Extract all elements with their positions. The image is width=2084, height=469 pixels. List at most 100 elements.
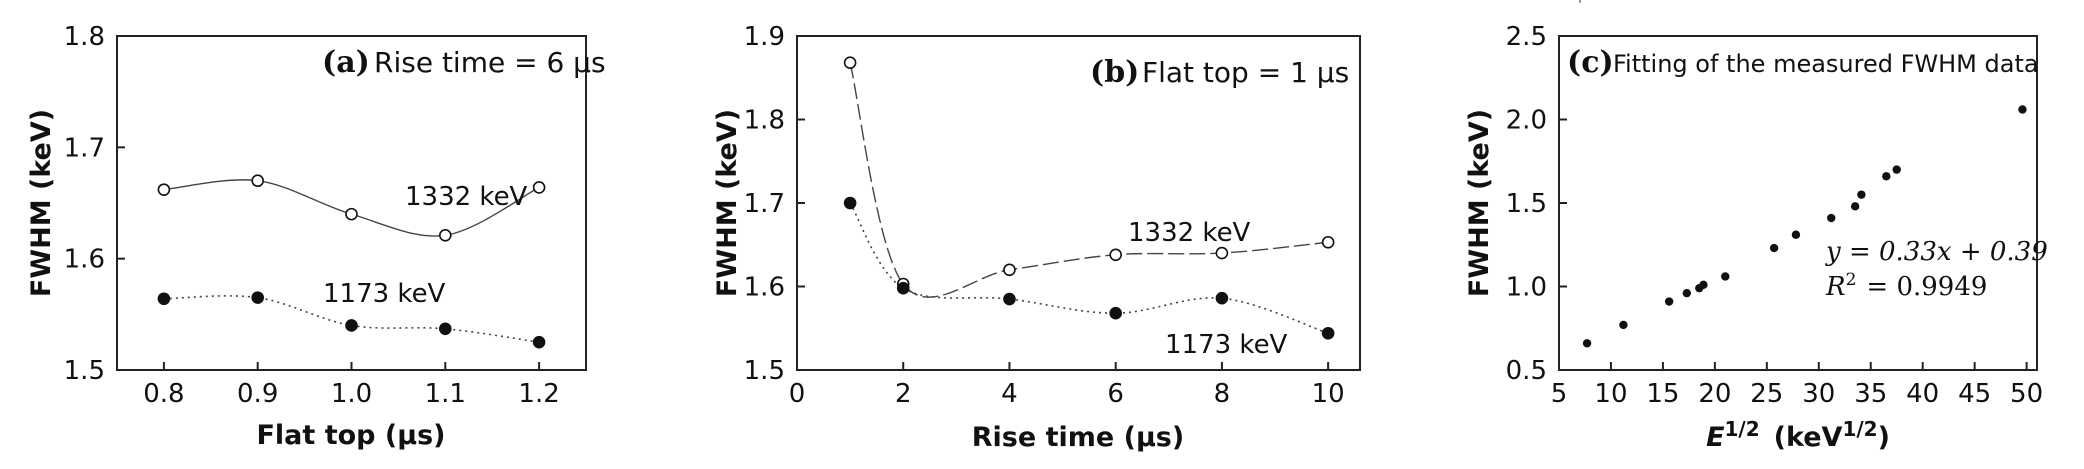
- panel-a-series-1-point: [157, 292, 171, 306]
- panel-b-flat-top-1us: 0 2 4 6 8 10 1.5 1.6 1.7 1.8 1.9 (b) Flat top = 1 …: [712, 22, 1361, 453]
- panel-a-x-tick-label: 0.8: [143, 379, 184, 409]
- panel-b-y-tick-label: 1.6: [744, 273, 785, 303]
- panel-b-ticks: 0 2 4 6 8 10 1.5 1.6 1.7 1.8 1.9: [744, 22, 1345, 409]
- panel-c-x-tick-label: 45: [1958, 379, 1991, 409]
- panel-a-x-tick-label: 1.2: [518, 379, 559, 409]
- panel-c-x-tick-label: 35: [1854, 379, 1887, 409]
- panel-c-data-point: [1619, 320, 1628, 330]
- panel-b-x-tick-label: 10: [1312, 379, 1345, 409]
- panel-c-data-point: [1850, 202, 1860, 211]
- panel-b-series-0-point: [1003, 263, 1016, 277]
- panel-c-data-point: [1882, 172, 1891, 181]
- panel-a-x-axis-title: Flat top (µs): [256, 420, 445, 451]
- panel-b-letter: (b): [1090, 55, 1139, 90]
- panel-b-y-axis-title: FWHM (keV): [712, 109, 743, 297]
- panel-c-x-tick-label: 10: [1594, 379, 1627, 409]
- panel-a-series: [157, 174, 546, 349]
- panel-c-data-point: [2018, 105, 2027, 114]
- panel-c-y-tick-label: 1.5: [1506, 189, 1547, 219]
- panel-b-series-1-point: [1321, 326, 1335, 340]
- panel-c-x-axis-unit: (keV: [1774, 422, 1843, 453]
- panel-c-fit-line: [1579, 0, 1581, 3]
- panel-c-y-tick-label: 1.0: [1506, 273, 1547, 303]
- panel-b-series-line-0: [849, 62, 1329, 298]
- panel-b-y-tick-label: 1.5: [744, 356, 785, 386]
- panel-c-y-tick-label: 0.5: [1506, 356, 1547, 386]
- panel-c-data-point: [1582, 339, 1592, 348]
- panel-a-series-1-point: [345, 319, 358, 332]
- panel-b-y-tick-label: 1.9: [744, 22, 785, 52]
- panel-a-label-1173: 1173 keV: [323, 279, 446, 309]
- panel-a-x-tick-label: 0.9: [237, 379, 278, 409]
- panel-c-letter: (c): [1567, 45, 1614, 80]
- panel-c-x-tick-label: 40: [1906, 379, 1939, 409]
- panel-a-y-tick-label: 1.8: [64, 22, 105, 52]
- panel-c-x-tick-label: 5: [1551, 379, 1568, 409]
- panel-c-data-point: [1827, 213, 1836, 223]
- panel-a-title: Rise time = 6 µs: [374, 46, 606, 79]
- panel-a-series-1-point: [251, 291, 265, 304]
- panel-a-y-tick-label: 1.7: [64, 133, 105, 163]
- panel-c-x-axis-title: E1/2 (keV1/2): [1706, 417, 1890, 453]
- panel-b-series-1-point: [843, 196, 857, 210]
- panel-c-x-axis-main: E: [1706, 422, 1725, 453]
- panel-b-series-line-1: [849, 202, 1329, 335]
- panel-c-x-tick-label: 15: [1646, 379, 1679, 409]
- panel-b-x-axis-title: Rise time (µs): [972, 422, 1184, 453]
- panel-c-data-point: [1682, 288, 1692, 298]
- panel-b-series: [843, 56, 1335, 340]
- panel-c-data-point: [1699, 280, 1708, 290]
- panel-c-data-point: [1769, 243, 1779, 253]
- panel-b-x-tick-label: 4: [1001, 379, 1018, 409]
- panel-c-y-tick-label: 2.5: [1506, 22, 1547, 52]
- panel-c-x-axis-unit-sup: 1/2: [1842, 417, 1877, 441]
- panel-b-series-0-point: [843, 56, 857, 70]
- panel-b-series-0-point: [1109, 248, 1122, 262]
- panel-a-ticks: 0.8 0.9 1.0 1.1 1.2 1.5 1.6 1.7 1.8: [64, 22, 560, 409]
- panel-a-label-1332: 1332 keV: [405, 182, 528, 212]
- panel-a-series-1-point: [438, 322, 452, 336]
- panel-c-title: Fitting of the measured FWHM data: [1613, 50, 2039, 78]
- panel-b-y-tick-label: 1.8: [744, 106, 785, 136]
- panel-b-series-1-point: [1215, 291, 1229, 305]
- panel-c-data-point: [1857, 190, 1866, 199]
- panel-b-y-tick-label: 1.7: [744, 189, 785, 219]
- panel-c-plot-frame: [1558, 35, 2038, 371]
- panel-b-x-tick-label: 6: [1107, 379, 1124, 409]
- panel-c-x-tick-label: 30: [1802, 379, 1835, 409]
- panel-c-y-tick-label: 2.0: [1506, 106, 1547, 136]
- panel-c-ticks: 5 10 15 20 25 30 35 40 45 50 0.5 1.0 1.5 2.0 2.5: [1506, 22, 2044, 409]
- panel-b-x-tick-label: 8: [1214, 379, 1231, 409]
- panel-c-x-axis-close: ): [1878, 422, 1890, 453]
- panel-a-series-0-point: [438, 228, 452, 242]
- panel-c-x-tick-label: 50: [2010, 379, 2043, 409]
- panel-b-label-1173: 1173 keV: [1165, 330, 1288, 360]
- panel-c-r2: R2 = 0.9949: [1825, 270, 1987, 302]
- panel-b-series-1-point: [1003, 292, 1016, 306]
- panel-a-series-0-point: [345, 207, 358, 221]
- panel-a-y-axis-title: FWHM (keV): [26, 109, 57, 297]
- panel-b-label-1332: 1332 keV: [1128, 218, 1251, 248]
- panel-c-x-tick-label: 20: [1698, 379, 1731, 409]
- panel-a-series-0-point: [251, 174, 265, 188]
- panel-c-y-axis-title: FWHM (keV): [1464, 109, 1495, 297]
- panel-a-y-tick-label: 1.6: [64, 245, 105, 275]
- panel-c-fit-equation: y = 0.33x + 0.39: [1825, 237, 2048, 267]
- panel-c-data-point: [1791, 230, 1801, 239]
- panel-a-series-1-point: [532, 335, 546, 349]
- panel-b-x-tick-label: 0: [789, 379, 806, 409]
- panel-a-x-tick-label: 1.1: [425, 379, 466, 409]
- panel-b-series-1-point: [1109, 306, 1122, 320]
- panel-b-series-0-point: [1215, 246, 1229, 260]
- panel-c-data-point: [1892, 165, 1901, 174]
- panel-c-fitting: 5 10 15 20 25 30 35 40 45 50 0.5 1.0 1.5 2.0 2.5 (c) F…: [1464, 0, 2048, 453]
- panel-a-x-tick-label: 1.0: [331, 379, 372, 409]
- panel-a-y-tick-label: 1.5: [64, 356, 105, 386]
- panel-b-x-tick-label: 2: [895, 379, 912, 409]
- panel-c-r2-value: = 0.9949: [1866, 272, 1987, 302]
- panel-a-series-0-point: [157, 183, 171, 196]
- panel-b-title: Flat top = 1 µs: [1142, 56, 1349, 89]
- panel-b-series-1-point: [896, 281, 910, 295]
- panel-c-x-axis-sup: 1/2: [1725, 417, 1760, 441]
